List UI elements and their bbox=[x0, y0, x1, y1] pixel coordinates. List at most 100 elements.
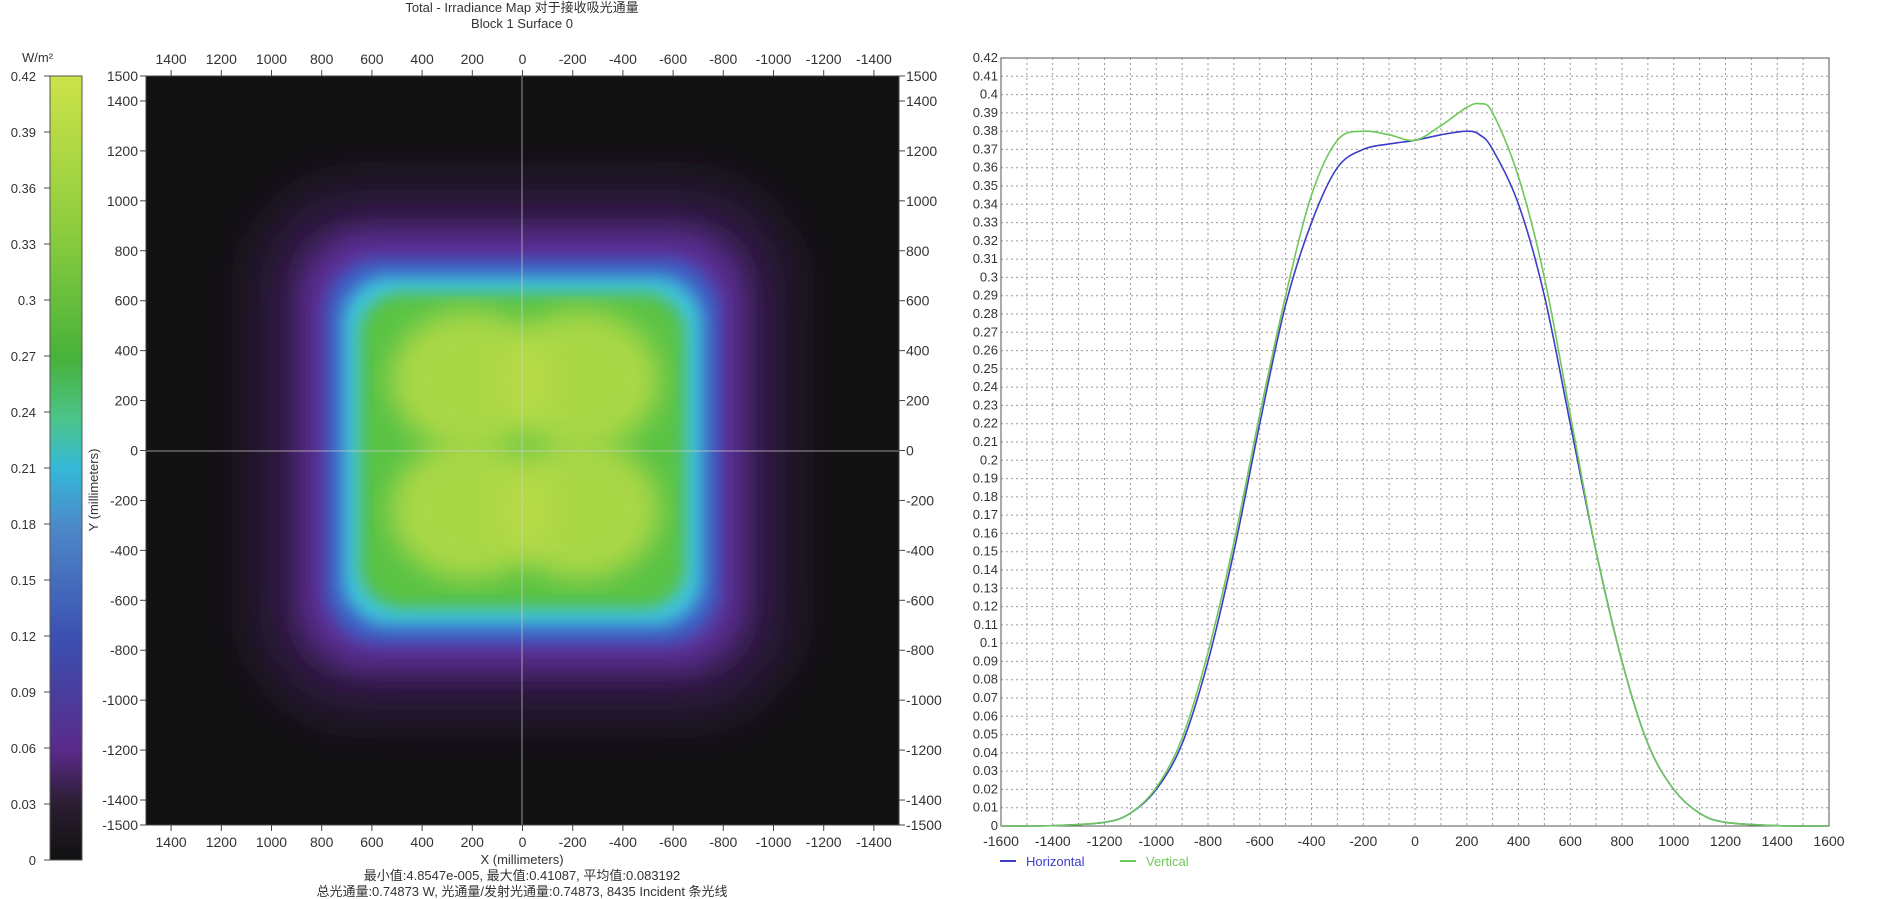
x-tick-label: 800 bbox=[1610, 833, 1634, 849]
map-x-tick-label: 0 bbox=[519, 51, 527, 67]
map-x-tick-label: -1000 bbox=[756, 51, 792, 67]
map-y-tick-label: 600 bbox=[115, 293, 139, 309]
map-y-tick-label: 1000 bbox=[906, 193, 937, 209]
colorbar-tick-label: 0.12 bbox=[11, 629, 36, 644]
colorbar-tick-label: 0.06 bbox=[11, 741, 36, 756]
colorbar-tick-label: 0.09 bbox=[11, 685, 36, 700]
map-x-tick-label: -1400 bbox=[856, 51, 892, 67]
colorbar-ticks: 0 0.03 0.06 0.09 0.12 0.15 0.18 0.21 0.24 0.27 0.3… bbox=[11, 69, 50, 868]
y-tick-label: 0.22 bbox=[973, 416, 998, 431]
map-y-tick-label: 0 bbox=[906, 443, 914, 459]
map-x-tick-label: 200 bbox=[461, 834, 485, 850]
map-y-tick-label: 1000 bbox=[107, 193, 138, 209]
legend-label: Horizontal bbox=[1026, 854, 1085, 869]
map-x-tick-label: 0 bbox=[519, 834, 527, 850]
y-tick-label: 0.4 bbox=[980, 87, 998, 102]
colorbar-tick-label: 0.42 bbox=[11, 69, 36, 84]
map-y-tick-label: 400 bbox=[115, 343, 139, 359]
map-x-tick-label: -200 bbox=[559, 51, 587, 67]
colorbar-tick-label: 0.3 bbox=[18, 293, 36, 308]
map-y-tick-label: -800 bbox=[110, 642, 138, 658]
map-x-tick-label: -400 bbox=[609, 51, 637, 67]
y-tick-label: 0.33 bbox=[973, 215, 998, 230]
map-y-tick-label: -200 bbox=[110, 492, 138, 508]
map-stats-line2: 总光通量:0.74873 W, 光通量/发射光通量:0.74873, 8435 … bbox=[316, 884, 727, 899]
x-tick-label: 0 bbox=[1411, 833, 1419, 849]
map-y-tick-label: -600 bbox=[110, 592, 138, 608]
x-tick-label: -400 bbox=[1297, 833, 1325, 849]
map-x-axis-label: X (millimeters) bbox=[480, 852, 563, 867]
y-tick-label: 0.03 bbox=[973, 763, 998, 778]
map-x-tick-label: -1200 bbox=[806, 834, 842, 850]
y-tick-label: 0.14 bbox=[973, 562, 998, 577]
map-x-tick-label: 1000 bbox=[256, 834, 287, 850]
map-x-tick-label: 1400 bbox=[156, 51, 187, 67]
y-tick-label: 0.07 bbox=[973, 690, 998, 705]
colorbar-tick-label: 0 bbox=[29, 853, 36, 868]
y-tick-label: 0.17 bbox=[973, 507, 998, 522]
y-tick-label: 0.27 bbox=[973, 324, 998, 339]
y-tick-label: 0.34 bbox=[973, 196, 998, 211]
y-tick-label: 0.06 bbox=[973, 708, 998, 723]
map-x-tick-label: -800 bbox=[709, 834, 737, 850]
y-tick-label: 0.39 bbox=[973, 105, 998, 120]
y-tick-label: 0.04 bbox=[973, 745, 998, 760]
map-y-tick-label: -1200 bbox=[102, 742, 138, 758]
y-tick-label: 0.28 bbox=[973, 306, 998, 321]
colorbar-tick-label: 0.24 bbox=[11, 405, 36, 420]
map-y-tick-label: 1400 bbox=[906, 93, 937, 109]
colorbar-tick-label: 0.27 bbox=[11, 349, 36, 364]
map-subtitle: Block 1 Surface 0 bbox=[471, 16, 573, 31]
chart-grid bbox=[1000, 57, 1830, 827]
map-x-ticks-bottom: 1400 1200 1000 800 600 400 200 0 -200 -400 -600 -80… bbox=[156, 825, 892, 850]
x-tick-label: -600 bbox=[1246, 833, 1274, 849]
map-y-tick-label: 800 bbox=[115, 243, 139, 259]
x-tick-label: -800 bbox=[1194, 833, 1222, 849]
x-tick-label: -1000 bbox=[1138, 833, 1174, 849]
y-tick-label: 0.25 bbox=[973, 361, 998, 376]
chart-series bbox=[1000, 102, 1830, 827]
colorbar-tick-label: 0.33 bbox=[11, 237, 36, 252]
y-tick-label: 0.23 bbox=[973, 397, 998, 412]
colorbar bbox=[49, 75, 83, 861]
map-y-tick-label: 1200 bbox=[906, 143, 937, 159]
map-y-tick-label: 0 bbox=[130, 443, 138, 459]
y-tick-label: 0.37 bbox=[973, 141, 998, 156]
map-x-tick-label: -600 bbox=[659, 834, 687, 850]
y-tick-label: 0.13 bbox=[973, 580, 998, 595]
x-tick-label: -1400 bbox=[1035, 833, 1071, 849]
colorbar-tick-label: 0.36 bbox=[11, 181, 36, 196]
y-tick-label: 0.08 bbox=[973, 672, 998, 687]
colorbar-tick-label: 0.15 bbox=[11, 573, 36, 588]
colorbar-tick-label: 0.21 bbox=[11, 461, 36, 476]
map-y-tick-label: 800 bbox=[906, 243, 930, 259]
y-tick-label: 0.3 bbox=[980, 269, 998, 284]
y-tick-label: 0.11 bbox=[974, 617, 998, 632]
y-tick-label: 0.24 bbox=[973, 379, 998, 394]
map-x-tick-label: -600 bbox=[659, 51, 687, 67]
x-tick-label: 1400 bbox=[1762, 833, 1793, 849]
y-tick-label: 0.12 bbox=[973, 599, 998, 614]
map-title: Total - Irradiance Map 对于接收吸光通量 bbox=[405, 0, 638, 15]
map-y-tick-label: -1500 bbox=[102, 817, 138, 833]
colorbar-tick-label: 0.03 bbox=[11, 797, 36, 812]
map-x-tick-label: 1000 bbox=[256, 51, 287, 67]
y-tick-label: 0.1 bbox=[980, 635, 998, 650]
x-tick-label: 1600 bbox=[1813, 833, 1844, 849]
map-y-ticks-left: 1500 1400 1200 1000 800 600 400 200 0 -200 -400 -60… bbox=[102, 68, 146, 833]
y-tick-label: 0.02 bbox=[973, 781, 998, 796]
map-y-tick-label: -800 bbox=[906, 642, 934, 658]
map-x-tick-label: 600 bbox=[360, 51, 384, 67]
map-y-tick-label: 1400 bbox=[107, 93, 138, 109]
map-stats-line1: 最小值:4.8547e-005, 最大值:0.41087, 平均值:0.0831… bbox=[364, 868, 681, 883]
chart-y-ticks: 0 0.01 0.02 0.03 0.04 0.05 0.06 0.07 0.08 0.09 0.1… bbox=[973, 50, 998, 833]
map-y-tick-label: -600 bbox=[906, 592, 934, 608]
map-y-tick-label: 1200 bbox=[107, 143, 138, 159]
map-x-tick-label: 400 bbox=[410, 834, 434, 850]
map-y-tick-label: -400 bbox=[906, 542, 934, 558]
map-y-tick-label: 600 bbox=[906, 293, 930, 309]
y-tick-label: 0.36 bbox=[973, 160, 998, 175]
irradiance-heatmap bbox=[146, 76, 899, 825]
map-x-tick-label: 400 bbox=[410, 51, 434, 67]
map-x-tick-label: 1400 bbox=[156, 834, 187, 850]
